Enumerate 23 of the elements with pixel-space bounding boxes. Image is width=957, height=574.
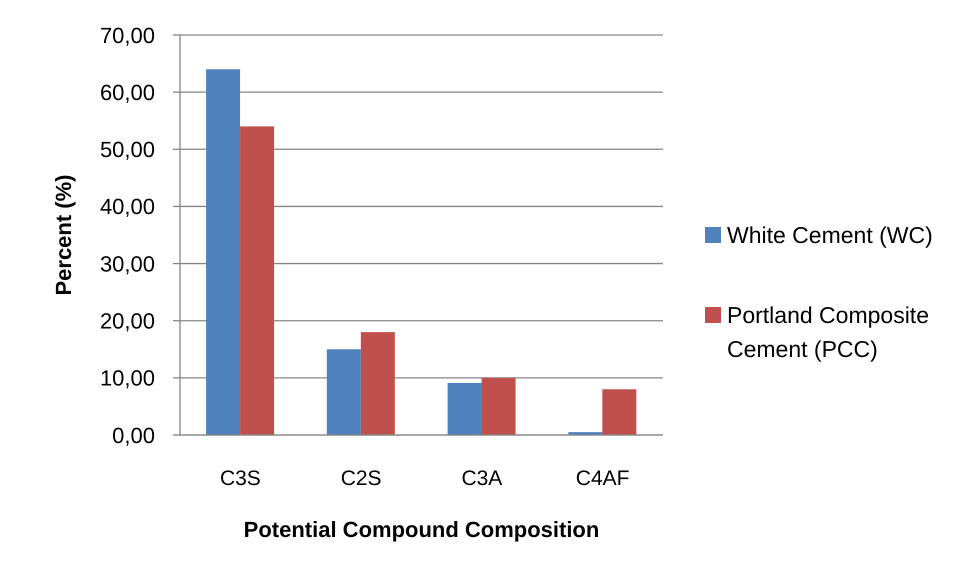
x-tick-label: C3A [461,466,502,490]
bar [206,69,240,435]
bar [602,389,636,435]
x-tick-label: C2S [340,466,382,490]
legend-label: Portland Composite Cement (PCC) [727,301,930,364]
y-tick-label: 20,00 [100,308,155,334]
bar [240,126,274,435]
y-tick-label: 60,00 [100,80,155,105]
x-tick-label: C4AF [576,466,630,490]
bar [326,349,361,435]
y-tick-label: 10,00 [100,366,155,391]
legend-label: White Cement (WC) [727,221,933,250]
bar [448,383,482,435]
y-axis-title: Percent (%) [50,174,76,296]
y-tick-label: 40,00 [100,194,155,220]
y-tick-label: 50,00 [100,137,155,162]
x-axis-title: Potential Compound Composition [244,516,600,542]
y-tick-label: 30,00 [100,251,155,276]
bar [482,378,516,435]
y-tick-label: 70,00 [100,22,155,48]
x-tick-label: C3S [220,466,261,490]
bar [360,332,395,435]
y-tick-label: 0,00 [112,422,155,448]
